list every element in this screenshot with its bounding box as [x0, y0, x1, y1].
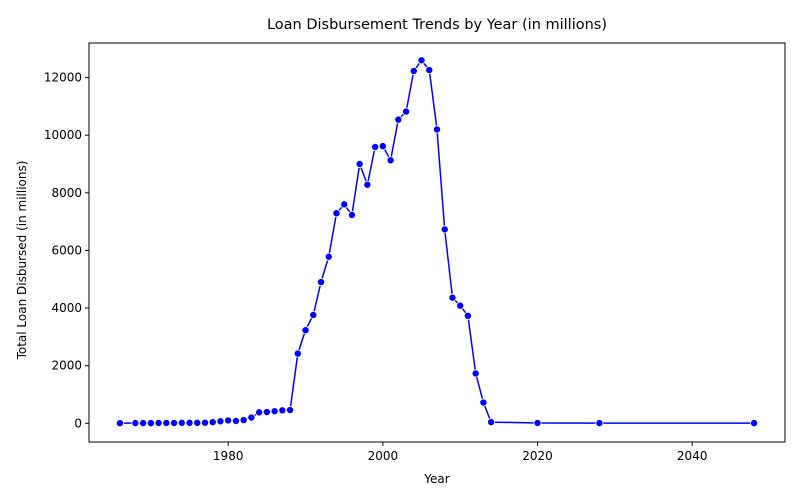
y-axis: 0 2000 4000 6000 8000 10000 12000 [44, 71, 89, 430]
data-point [332, 209, 341, 218]
data-point [471, 369, 480, 378]
y-tick-label: 2000 [51, 359, 82, 373]
data-point [750, 419, 759, 428]
data-point [378, 142, 387, 151]
data-point [208, 418, 217, 427]
data-point [309, 310, 318, 319]
y-tick-label: 12000 [44, 71, 82, 85]
data-point [200, 418, 209, 427]
x-tick-label: 2000 [368, 449, 399, 463]
data-point [355, 159, 364, 168]
chart-title: Loan Disbursement Trends by Year (in mil… [267, 17, 607, 33]
data-point [463, 311, 472, 320]
data-point [448, 293, 457, 302]
data-point [316, 278, 325, 287]
data-point [293, 349, 302, 358]
x-axis: 1980 2000 2020 2040 [213, 442, 708, 463]
y-tick-label: 10000 [44, 128, 82, 142]
data-point [432, 125, 441, 134]
data-point [301, 326, 310, 335]
data-point [324, 252, 333, 261]
x-tick-label: 2040 [677, 449, 708, 463]
data-point [363, 180, 372, 189]
data-point [239, 416, 248, 425]
data-point [115, 419, 124, 428]
x-tick-label: 1980 [213, 449, 244, 463]
x-axis-label: Year [423, 472, 449, 486]
data-point [224, 416, 233, 425]
data-point [162, 418, 171, 427]
data-point [278, 406, 287, 415]
data-point [247, 413, 256, 422]
data-point [185, 418, 194, 427]
plot-frame [88, 42, 786, 443]
data-point [440, 225, 449, 234]
data-point [533, 418, 542, 427]
y-tick-label: 4000 [51, 301, 82, 315]
data-point [402, 107, 411, 116]
series-line [119, 59, 755, 424]
data-point [386, 156, 395, 165]
data-point [231, 416, 240, 425]
data-point [595, 419, 604, 428]
y-tick-label: 6000 [51, 243, 82, 257]
plot-area [115, 56, 759, 428]
data-point [417, 56, 426, 65]
data-point [340, 200, 349, 209]
data-point [177, 418, 186, 427]
y-axis-label: Total Loan Disbursed (in millions) [15, 161, 29, 361]
data-point [255, 408, 264, 417]
data-point [262, 408, 271, 417]
data-point [347, 210, 356, 219]
y-tick-label: 0 [74, 416, 82, 430]
data-point [425, 66, 434, 75]
data-point [154, 418, 163, 427]
data-point [146, 419, 155, 428]
y-tick-label: 8000 [51, 186, 82, 200]
data-point [371, 142, 380, 151]
data-point [170, 418, 179, 427]
data-point [409, 66, 418, 75]
data-point [394, 115, 403, 124]
x-tick-label: 2020 [522, 449, 553, 463]
data-point [131, 419, 140, 428]
data-point [487, 418, 496, 427]
data-point [216, 417, 225, 426]
data-point [456, 301, 465, 310]
data-point [139, 419, 148, 428]
data-point [270, 407, 279, 416]
data-point [286, 406, 295, 415]
data-point [193, 418, 202, 427]
data-point [479, 398, 488, 407]
